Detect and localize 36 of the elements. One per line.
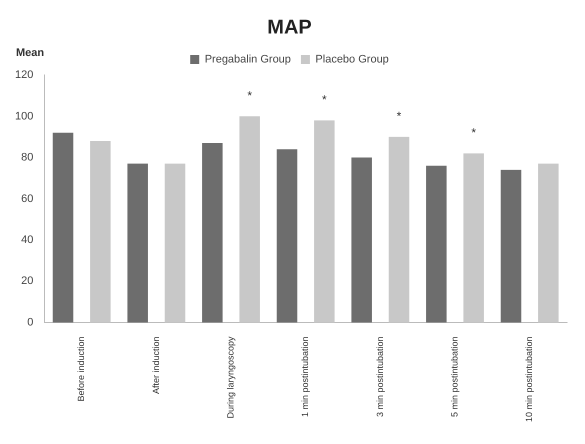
bar (314, 120, 335, 322)
bar (52, 132, 74, 322)
bar (426, 166, 447, 322)
data-label: * (471, 126, 476, 140)
x-tick-label: 5 min postintubation (449, 336, 460, 418)
legend-label: Pregabalin Group (204, 54, 291, 66)
y-axis-title: Mean (16, 47, 44, 60)
bar (239, 116, 260, 322)
x-tick-label: After induction (150, 336, 161, 394)
y-tick-label: 20 (21, 275, 34, 288)
x-tick-label: Before induction (76, 336, 86, 402)
data-label: * (322, 92, 328, 107)
bar (463, 153, 484, 322)
y-tick-label: 60 (21, 192, 34, 205)
bar (351, 157, 372, 322)
bar (202, 143, 223, 322)
chart-title: MAP (267, 16, 312, 39)
bar (388, 136, 410, 322)
bar (164, 164, 186, 322)
bar (276, 149, 298, 322)
x-tick-label: 3 min postintubation (374, 336, 385, 418)
y-tick-label: 0 (27, 316, 34, 328)
bar (90, 140, 111, 322)
bar (538, 164, 559, 322)
bar (127, 164, 148, 322)
data-label: * (247, 88, 252, 103)
data-label: * (396, 109, 402, 124)
y-tick-label: 100 (14, 110, 34, 122)
x-tick-label: During laryngoscopy (225, 336, 236, 418)
x-tick-label: 10 min postintubation (524, 336, 534, 422)
y-tick-label: 80 (21, 152, 34, 164)
x-tick-label: 1 min postintubation (300, 336, 310, 418)
bar (500, 170, 522, 322)
y-tick-label: 40 (21, 234, 34, 246)
legend-label: Placebo Group (315, 54, 389, 66)
y-tick-label: 120 (14, 69, 34, 82)
